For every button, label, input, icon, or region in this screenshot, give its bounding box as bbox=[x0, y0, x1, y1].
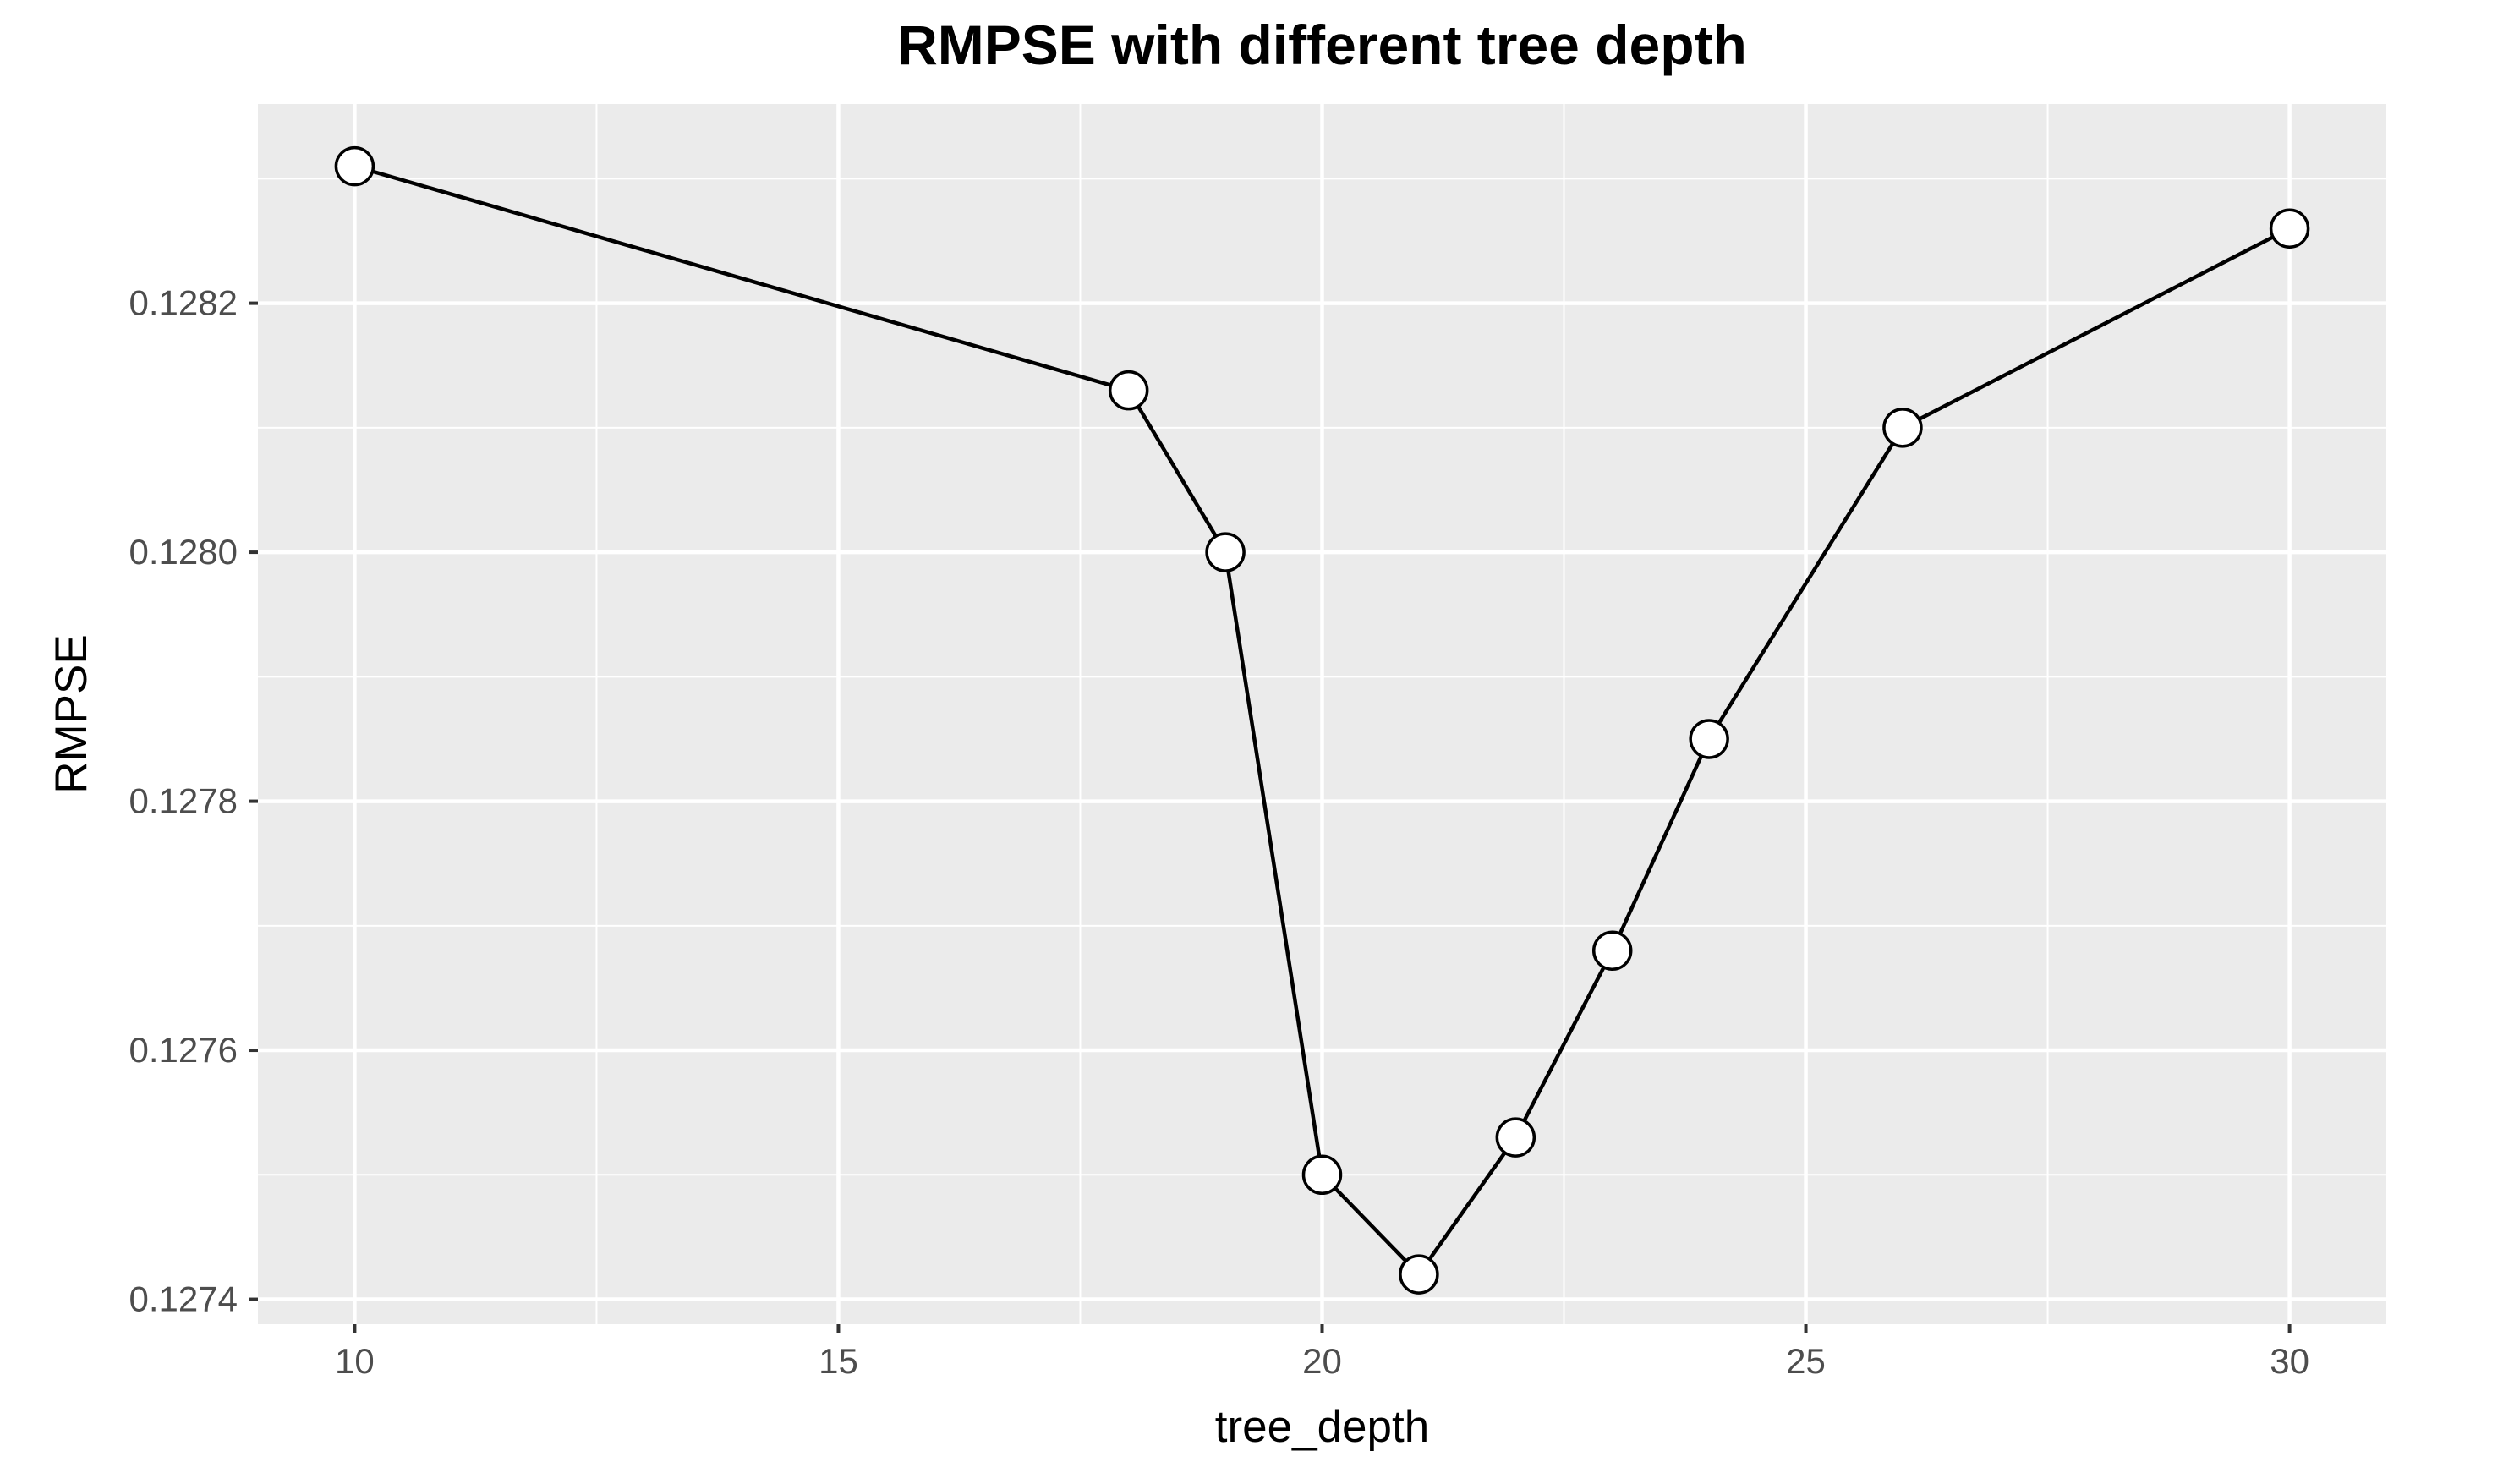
data-point bbox=[1495, 1117, 1536, 1158]
y-tick-label: 0.1280 bbox=[129, 532, 238, 572]
x-tick-label: 10 bbox=[335, 1341, 375, 1381]
chart-title: RMPSE with different tree depth bbox=[897, 14, 1747, 76]
data-point bbox=[1205, 532, 1246, 572]
data-point bbox=[2269, 208, 2310, 249]
y-tick-label: 0.1274 bbox=[129, 1279, 238, 1319]
y-tick-label: 0.1276 bbox=[129, 1030, 238, 1070]
data-point bbox=[1591, 930, 1633, 972]
series-line bbox=[353, 164, 2291, 1277]
y-tick-label: 0.1282 bbox=[129, 283, 238, 323]
y-tick-label: 0.1278 bbox=[129, 781, 238, 821]
data-point bbox=[1399, 1254, 1439, 1295]
y-axis-title: RMPSE bbox=[47, 634, 96, 793]
data-point bbox=[1108, 370, 1149, 411]
data-point bbox=[1882, 408, 1923, 448]
y-axis: 0.1274 0.1276 0.1278 0.1280 0.1282 bbox=[129, 283, 258, 1319]
data-point bbox=[1301, 1154, 1343, 1196]
x-axis-title: tree_depth bbox=[1215, 1402, 1429, 1452]
x-tick-label: 25 bbox=[1786, 1341, 1826, 1381]
minor-gridlines-x bbox=[595, 104, 2049, 1324]
x-axis: 10 15 20 25 30 bbox=[335, 1324, 2309, 1381]
x-tick-label: 30 bbox=[2270, 1341, 2309, 1381]
data-point bbox=[334, 145, 375, 187]
data-points bbox=[334, 145, 2310, 1295]
x-tick-label: 20 bbox=[1302, 1341, 1342, 1381]
x-tick-label: 15 bbox=[819, 1341, 858, 1381]
data-point bbox=[1689, 719, 1729, 759]
